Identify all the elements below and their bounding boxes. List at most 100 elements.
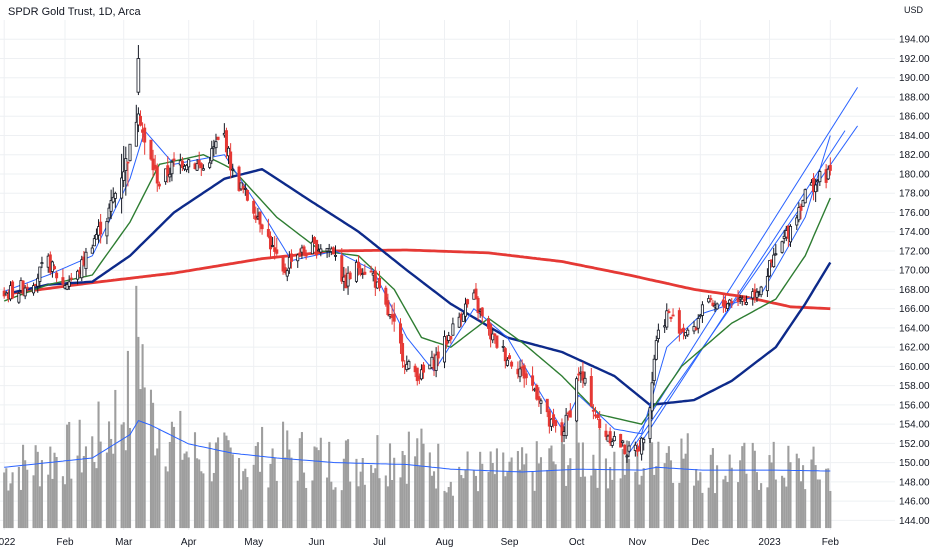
volume-bar [342,458,345,529]
volume-bar [9,483,12,529]
time-tick-label: Jul [373,537,386,548]
volume-bar [420,428,423,529]
candle-body [187,159,191,168]
volume-bar [804,489,807,529]
candle-body [711,302,715,306]
candle-body [315,239,319,256]
candle-body [180,160,184,168]
candle-body [489,324,493,340]
candle-body [463,303,467,317]
candle-body [700,304,704,316]
candle-body [122,171,126,181]
candle-body [625,455,629,458]
volume-bar [223,432,226,529]
volume-bar [537,463,540,529]
price-tick-label: 150.00 [899,458,930,469]
candle-body [491,333,495,341]
candle-body [554,419,558,426]
volume-bar [781,475,784,529]
candle-body [508,355,512,359]
volume-bar [489,451,492,529]
candle-body [669,316,673,319]
volume-bar [376,435,379,529]
volume-bar [695,469,698,529]
candle-body [302,246,306,254]
volume-bar [17,466,20,529]
volume-bar [282,421,285,529]
candle-body [289,253,293,262]
candle-body [149,139,153,160]
ma-50-line [3,168,832,407]
volume-bar [24,460,27,529]
price-tick-label: 186.00 [899,112,930,123]
candle-body [65,284,69,290]
candle-body [788,225,792,243]
time-tick-label: Feb [822,537,840,548]
volume-bar [302,472,306,529]
volume-bar [422,443,425,529]
volume-bar [657,441,660,529]
volume-bar [378,478,381,529]
candle-body [124,158,128,171]
volume-bar [638,484,641,529]
volume-bar [745,473,748,529]
ma-mid-line [3,154,831,425]
time-axis: 2022 Feb Mar Apr May Jun Jul Aug Sep Oct Nov Dec 202… [0,537,839,548]
volume-bar [95,468,98,529]
candle-body [333,254,337,257]
volume-bar [535,441,538,529]
price-tick-label: 166.00 [899,304,930,315]
volume-bar [508,461,511,529]
candle-body [510,361,514,367]
candle-body [667,311,671,313]
candle-body [518,368,522,378]
volume-bar [290,457,293,529]
candle-body [461,313,465,322]
volume-bar [611,479,614,529]
price-tick-label: 170.00 [899,266,930,277]
volume-bar [506,472,509,529]
volume-bar [217,437,220,529]
candle-body [245,189,249,201]
volume-bar [313,446,316,529]
volume-bar [78,419,81,529]
volume-bar [38,486,41,529]
volume-bar [502,452,505,529]
candle-body [319,248,323,253]
candle-body [780,241,784,253]
volume-bar [124,450,127,529]
volume-bar [437,443,440,529]
candle-body [765,276,769,292]
candle-body [476,297,480,314]
volume-bar [244,468,247,529]
volume-bar [212,472,215,529]
candle-body [401,343,405,362]
volume-bar [80,472,83,529]
candle-body [157,183,161,187]
candle-body [21,280,25,294]
candle-body [210,148,214,162]
volume-bar [97,401,100,529]
candle-body [398,323,402,344]
volume-bar [370,465,373,529]
volume-bar [32,475,35,529]
candle-body [285,270,289,277]
volume-bar [428,452,431,529]
candle-body [642,438,646,444]
volume-bar [466,451,469,529]
volume-bar [158,428,161,529]
volume-bar [474,475,478,529]
candle-body [216,136,220,140]
price-unit: USD [904,5,924,15]
volume-bar [122,422,125,529]
candle-body [803,189,807,204]
volume-bar [114,389,117,529]
volume-bar [692,485,696,529]
volume-bar [256,442,259,529]
volume-bar [458,466,461,529]
volume-bar [172,426,176,529]
volume-bar [592,454,595,529]
candle-body [677,310,681,334]
candle-body [166,165,170,176]
